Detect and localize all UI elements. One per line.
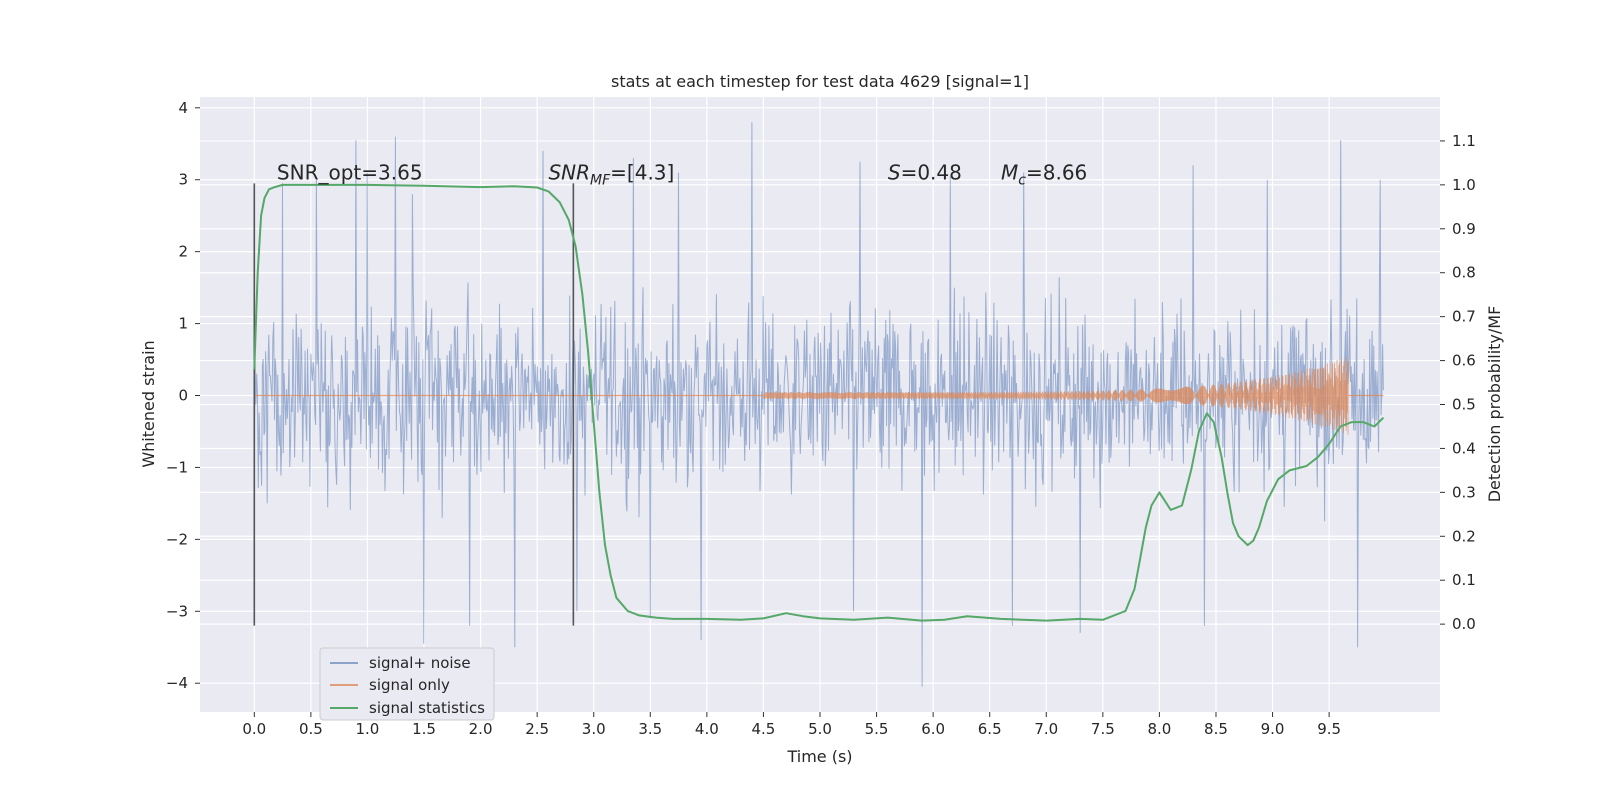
annotation-snr-mf: SNRMF=[4.3] [548,161,674,189]
y-right-tick-label: 0.9 [1452,220,1476,238]
y-tick-label: 3 [178,171,188,189]
annotation-part: c [1018,173,1026,189]
marker-lines [253,183,575,626]
y-right-tick-label: 0.0 [1452,615,1476,633]
y-right-tick-label: 0.1 [1452,571,1476,589]
signal-only-chirp [763,357,1349,435]
y-tick-label: −3 [166,602,188,620]
y-right-tick-label: 1.0 [1452,176,1476,194]
x-tick-label: 4.0 [695,720,719,738]
annotation-part: SNR_opt=3.65 [277,161,423,185]
y-tick-label: −2 [166,530,188,548]
x-tick-label: 7.0 [1034,720,1058,738]
y-tick-label: 2 [178,243,188,261]
x-tick-label: 5.5 [865,720,889,738]
x-tick-label: 5.0 [808,720,832,738]
signal-noise-line [253,122,1384,687]
x-tick-label: 1.0 [356,720,380,738]
annotation-part: =0.48 [901,161,962,185]
x-tick-label: 6.5 [978,720,1002,738]
y-tick-label: 4 [178,99,188,117]
annotation-chirp-mass: Mc=8.66 [1001,161,1087,189]
x-tick-label: 8.5 [1204,720,1228,738]
legend: signal+ noise signal only signal statist… [319,647,495,721]
x-tick-label: 3.5 [638,720,662,738]
signal-statistics-line [253,183,1385,622]
x-tick-label: 2.0 [469,720,493,738]
x-tick-label: 9.5 [1317,720,1341,738]
y-axis-label-right: Detection probability/MF [1485,306,1504,503]
y-right-tick-label: 0.3 [1452,483,1476,501]
y-right-tick-label: 0.5 [1452,396,1476,414]
x-tick-label: 2.5 [525,720,549,738]
y-right-tick-label: 1.1 [1452,132,1476,150]
legend-box [319,647,495,721]
series-signal-only [254,357,1384,435]
legend-label-signal-only: signal only [369,676,450,694]
annotation-snr-opt: SNR_opt=3.65 [277,161,423,185]
left-axis: −4 −3 −2 −1 0 1 2 3 4 [166,99,200,692]
x-axis: 0.0 0.5 1.0 1.5 2.0 2.5 3.0 3.5 4.0 4.5 5.0 5.5 6.0 6… [242,712,1341,738]
y-tick-label: 0 [178,387,188,405]
y-right-tick-label: 0.8 [1452,264,1476,282]
series-signal-noise [253,122,1384,687]
annotation-part: M [1001,161,1018,185]
x-tick-label: 7.5 [1091,720,1115,738]
y-tick-label: −1 [166,458,188,476]
y-right-tick-label: 0.2 [1452,527,1476,545]
x-tick-label: 6.0 [921,720,945,738]
right-axis: 0.0 0.1 0.2 0.3 0.4 0.5 0.6 0.7 0.8 0.9 1.0 1.1 [1440,132,1476,633]
annotations: SNR_opt=3.65 SNRMF=[4.3] S=0.48 Mc=8.66 [277,161,1087,189]
x-tick-label: 4.5 [752,720,776,738]
y-axis-label-left: Whitened strain [139,340,158,467]
x-tick-label: 8.0 [1147,720,1171,738]
x-tick-label: 3.0 [582,720,606,738]
y-tick-label: −4 [166,674,188,692]
y-tick-label: 1 [178,315,188,333]
annotation-part: MF [590,173,611,189]
series-signal-statistics [253,183,1385,622]
y-right-tick-label: 0.7 [1452,308,1476,326]
y-right-tick-label: 0.4 [1452,439,1476,457]
chart-title: stats at each timestep for test data 462… [611,72,1029,91]
annotation-part: =[4.3] [610,161,674,185]
annotation-part: =8.66 [1026,161,1087,185]
annotation-part: SNR [548,161,590,185]
annotation-part: S [888,161,901,185]
legend-label-signal-statistics: signal statistics [369,699,485,717]
x-tick-label: 0.0 [242,720,266,738]
x-axis-label: Time (s) [786,747,852,766]
y-right-tick-label: 0.6 [1452,352,1476,370]
x-tick-label: 9.0 [1261,720,1285,738]
legend-label-signal-noise: signal+ noise [369,654,471,672]
x-tick-label: 0.5 [299,720,323,738]
x-tick-label: 1.5 [412,720,436,738]
annotation-spin: S=0.48 [888,161,962,185]
